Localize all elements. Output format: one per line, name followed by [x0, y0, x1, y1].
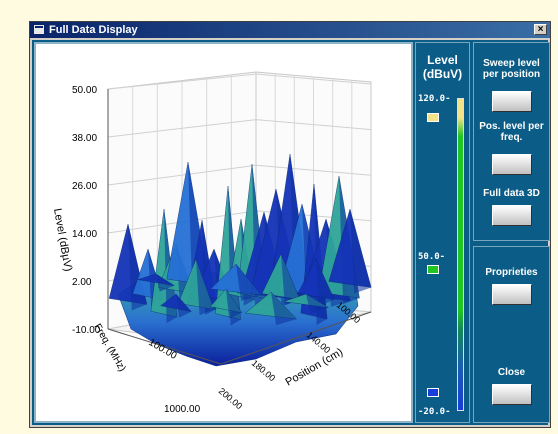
- app-icon: [33, 24, 45, 35]
- level-tick-bottom: -20.0-: [418, 407, 451, 417]
- level-tick-top: 120.0-: [418, 94, 451, 104]
- y-tick-200: 200.00: [217, 386, 245, 411]
- title-bar: Full Data Display ×: [30, 22, 550, 38]
- sweep-level-button[interactable]: [492, 91, 532, 112]
- level-tick-mid: 50.0-: [418, 252, 446, 262]
- close-button[interactable]: [492, 384, 532, 405]
- surface-peak-shade: [350, 209, 372, 294]
- z-tick-label: 50.00: [72, 85, 97, 96]
- close-label: Close: [497, 367, 526, 378]
- level-scale-panel: Level (dBuV) 120.0- 50.0- -20.0-: [415, 42, 470, 423]
- low-level-marker[interactable]: [427, 388, 439, 397]
- properties-label: Proprieties: [485, 267, 538, 278]
- client-area: 50.00 38.00 26.00 14.00 2.00 -10.00 Level (dB…: [32, 40, 550, 425]
- z-tick-labels: 50.00 38.00 26.00 14.00 2.00 -10.00: [72, 85, 101, 336]
- full-data-3d-button[interactable]: [492, 205, 532, 226]
- full-data-display-window: Full Data Display ×: [29, 21, 551, 428]
- full-data-3d-label: Full data 3D: [483, 188, 540, 199]
- z-tick-label: 14.00: [72, 229, 97, 240]
- properties-button[interactable]: [492, 284, 532, 305]
- surface-mesh: [108, 153, 372, 367]
- surface-peak-shade: [156, 274, 175, 292]
- surface-plot-panel: 50.00 38.00 26.00 14.00 2.00 -10.00 Level (dB…: [34, 42, 413, 423]
- x-axis: [107, 328, 222, 365]
- view-mode-group: Sweep level per position Pos. level per …: [473, 42, 550, 241]
- close-window-button[interactable]: ×: [534, 24, 547, 35]
- z-axis-label: Level (dBµV): [51, 207, 74, 272]
- level-title: Level: [427, 53, 458, 67]
- surface-plot: 50.00 38.00 26.00 14.00 2.00 -10.00 Level (dB…: [51, 71, 372, 415]
- y-axis-label: Position (cm): [284, 346, 346, 388]
- surface-peak-shade: [176, 294, 192, 318]
- pos-level-button[interactable]: [492, 154, 532, 175]
- surface-peak-shade: [236, 264, 262, 301]
- y-axis: [220, 311, 372, 365]
- level-unit: (dBuV): [422, 67, 463, 81]
- mid-level-marker[interactable]: [427, 265, 439, 274]
- z-tick-label: 26.00: [72, 181, 97, 192]
- surface-peak-shade: [226, 289, 242, 319]
- y-tick-180: 180.00: [250, 358, 278, 383]
- sweep-level-label: Sweep level per position: [482, 58, 541, 80]
- z-tick-label: -10.00: [72, 325, 101, 336]
- x-tick-1000: 1000.00: [164, 404, 201, 415]
- actions-group: Proprieties Close: [473, 246, 550, 423]
- button-panel: Sweep level per position Pos. level per …: [473, 42, 550, 423]
- surface-peak-shade: [316, 259, 335, 306]
- z-tick-label: 38.00: [72, 133, 97, 144]
- surface-peak-shade: [281, 254, 300, 306]
- pos-level-label: Pos. level per freq.: [479, 121, 544, 143]
- level-color-bar: [457, 98, 464, 411]
- surface-peak-shade: [306, 294, 329, 314]
- surface-peak-shade: [271, 292, 297, 326]
- surface-peak-shade: [196, 259, 214, 316]
- z-tick-label: 2.00: [72, 277, 92, 288]
- window-title: Full Data Display: [49, 24, 138, 36]
- high-level-marker[interactable]: [427, 113, 439, 122]
